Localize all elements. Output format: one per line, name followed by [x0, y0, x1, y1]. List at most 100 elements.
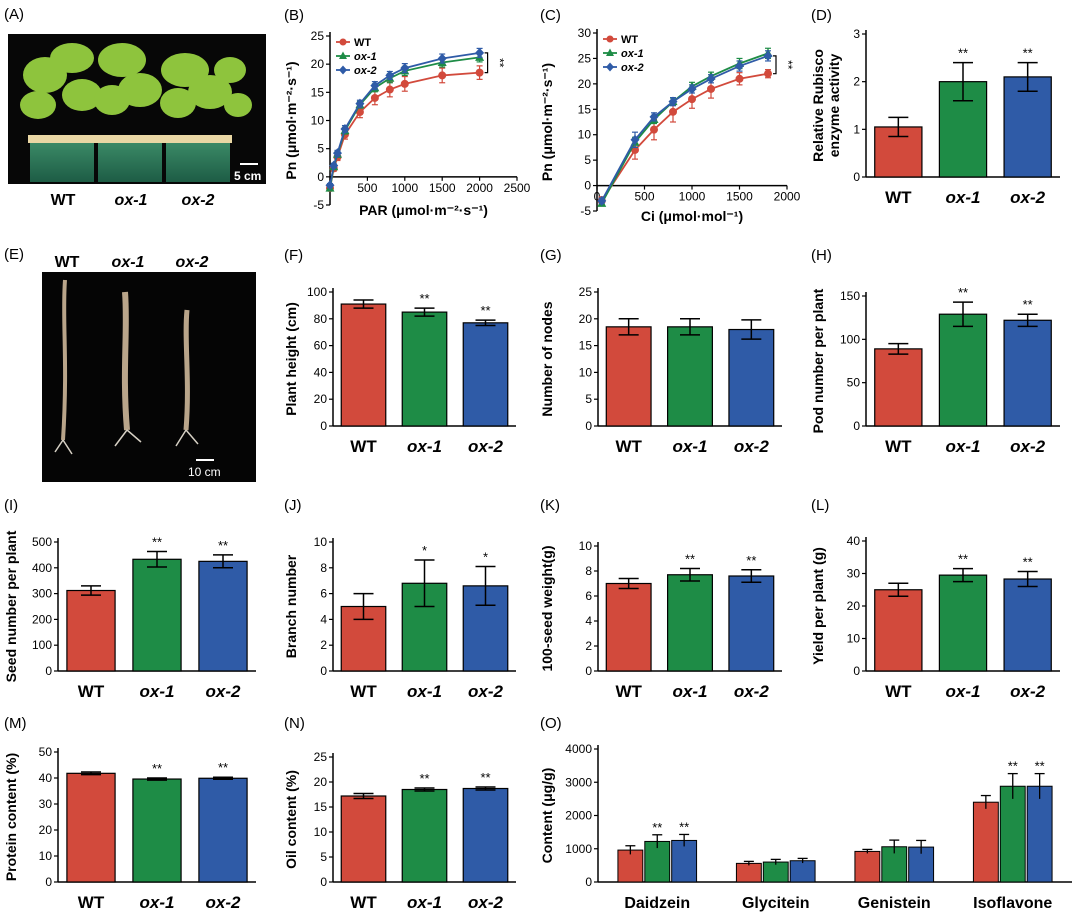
significance-bracket-C	[773, 55, 777, 75]
x-tick-label-B: 1500	[429, 181, 456, 195]
data-point-C-ox-2	[597, 195, 607, 206]
y-tick-label-G: 15	[579, 339, 593, 353]
x-axis-title-B: PAR (μmol·m⁻²·s⁻¹)	[359, 202, 488, 218]
bar-O-Glycitein-ox-1	[762, 861, 789, 883]
panel-label-o: (O)	[540, 715, 562, 732]
y-tick-label-D: 2	[853, 75, 860, 89]
x-tick-label-L: ox-2	[1010, 682, 1046, 701]
x-tick-label-N: ox-1	[407, 893, 442, 912]
y-axis-title-M: Protein content (%)	[3, 753, 19, 881]
data-point-B-ox-2	[340, 123, 350, 134]
y-tick-label-D: 1	[853, 122, 860, 136]
x-tick-label-L: ox-1	[946, 682, 981, 701]
y-tick-label-B: 15	[311, 85, 325, 99]
legend-label-B: WT	[354, 37, 371, 49]
y-tick-label-I: 200	[32, 612, 52, 626]
panel-label-c: (C)	[540, 7, 561, 24]
bar-I-WT	[66, 589, 116, 672]
x-tick-label-B: 2000	[466, 181, 493, 195]
group-label-e-ox2: ox-2	[176, 254, 209, 271]
y-tick-label-M: 10	[39, 849, 53, 863]
y-tick-label-H: 100	[840, 332, 860, 346]
y-tick-label-K: 8	[585, 564, 592, 578]
panel-label-g: (G)	[540, 247, 562, 264]
panel-label-a: (A)	[4, 6, 24, 23]
y-tick-label-H: 50	[847, 376, 861, 390]
significance-marker-O: **	[652, 820, 662, 835]
y-tick-label-O: 4000	[565, 742, 592, 756]
x-tick-label-G: WT	[615, 437, 642, 456]
y-tick-label-C: 20	[578, 77, 592, 91]
data-point-B-WT	[400, 79, 409, 88]
x-tick-label-O: Isoflavone	[973, 895, 1052, 912]
significance-marker-F: **	[419, 291, 429, 306]
bar-O-Isoflavone-WT	[972, 801, 999, 883]
y-tick-label-I: 400	[32, 561, 52, 575]
y-tick-label-G: 20	[579, 312, 593, 326]
y-axis-title-C: Pn (μmol·m⁻²·s⁻¹)	[539, 63, 555, 181]
data-point-B-ox-2	[329, 160, 339, 171]
x-tick-label-M: WT	[78, 893, 105, 912]
y-tick-label-O: 2000	[565, 809, 592, 823]
panel-label-l: (L)	[811, 497, 829, 514]
data-point-C-ox-2	[706, 73, 716, 84]
x-tick-label-I: ox-1	[140, 682, 175, 701]
plant-photo-e	[42, 272, 256, 482]
data-point-C-WT	[650, 125, 658, 134]
significance-marker-B: **	[493, 58, 507, 68]
y-axis-title-B: Pn (μmol·m⁻²·s⁻¹)	[283, 61, 299, 179]
y-axis-title-O: Content (μg/g)	[539, 768, 555, 864]
data-point-B-ox-2	[475, 47, 485, 58]
y-tick-label-D: 0	[853, 170, 860, 184]
x-tick-label-K: ox-2	[734, 682, 770, 701]
x-tick-label-H: ox-2	[1010, 437, 1046, 456]
bar-L-WT	[874, 589, 923, 672]
series-line-B-ox-2	[329, 52, 480, 186]
scalebar-label-a: 5 cm	[234, 169, 261, 183]
x-tick-label-D: ox-1	[946, 188, 981, 207]
group-label-a-ox1: ox-1	[115, 192, 148, 209]
x-tick-label-J: WT	[350, 682, 377, 701]
y-axis-title-G: Number of nodes	[539, 301, 555, 416]
plant-pots-a	[28, 135, 232, 182]
x-tick-label-C: 2000	[774, 190, 801, 204]
data-point-B-WT	[385, 85, 394, 94]
y-tick-label-G: 10	[579, 365, 593, 379]
y-tick-label-K: 4	[585, 614, 592, 628]
x-tick-label-J: ox-2	[468, 682, 504, 701]
x-tick-label-H: ox-1	[946, 437, 981, 456]
y-tick-label-B: 10	[311, 114, 325, 128]
chart-i: (I) 0 100 200 300 400 500 Seed number per plant…	[3, 497, 256, 701]
y-tick-label-F: 100	[307, 285, 327, 299]
legend-marker-C	[606, 35, 614, 43]
y-tick-label-H: 0	[853, 419, 860, 433]
y-tick-label-N: 5	[320, 850, 327, 864]
scalebar-label-e: 10 cm	[188, 465, 221, 479]
y-tick-label-M: 50	[39, 745, 53, 759]
data-point-C-WT	[735, 74, 744, 83]
chart-n: (N) 0 5 10 15 20 25 Oil content (%) WT ** ox-1 ** ox…	[283, 715, 516, 912]
bar-O-Daidzein-WT	[617, 849, 644, 883]
y-tick-label-L: 20	[847, 599, 861, 613]
legend-marker-C	[606, 62, 614, 72]
panel-label-h: (H)	[811, 247, 832, 264]
bar-L-ox-1	[938, 574, 988, 672]
significance-marker-N: **	[419, 771, 429, 786]
y-axis-title-D: Relative Rubisco	[810, 49, 826, 162]
y-axis-title-H: Pod number per plant	[810, 288, 826, 433]
x-tick-label-I: WT	[78, 682, 105, 701]
bar-N-ox-1	[401, 788, 448, 883]
x-tick-label-F: ox-2	[468, 437, 504, 456]
x-tick-label-L: WT	[885, 682, 912, 701]
y-tick-label-M: 20	[39, 823, 53, 837]
y-tick-label-N: 15	[314, 800, 328, 814]
significance-marker-I: **	[218, 538, 228, 553]
significance-marker-D: **	[1023, 46, 1033, 61]
group-label-e-ox1: ox-1	[112, 254, 145, 271]
y-axis-title-K: 100-seed weight(g)	[539, 545, 555, 671]
significance-marker-H: **	[1023, 297, 1033, 312]
chart-m: (M) 0 10 20 30 40 50 Protein content (%) WT ** ox-…	[3, 715, 256, 912]
y-tick-label-I: 500	[32, 535, 52, 549]
bar-G-ox-1	[667, 326, 713, 427]
